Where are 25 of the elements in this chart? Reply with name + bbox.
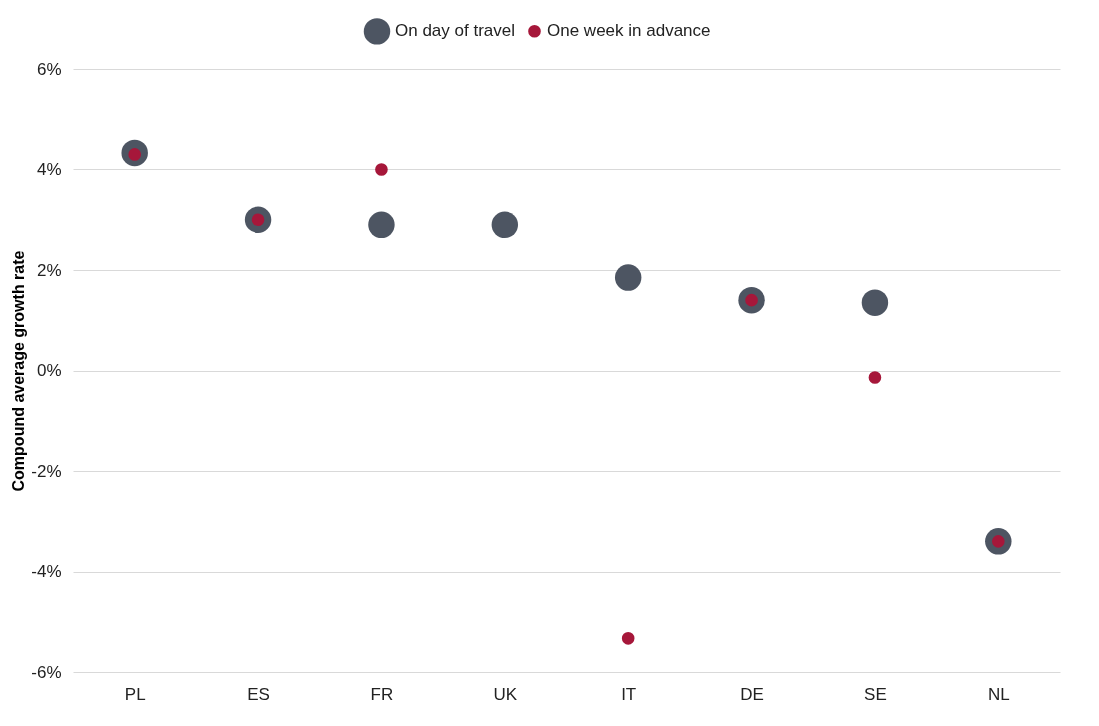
point	[861, 289, 889, 316]
y-tick-label: -4%	[31, 562, 62, 581]
y-tick-label: 6%	[36, 59, 62, 79]
x-tick-label: SE	[864, 684, 887, 704]
y-tick-label: 4%	[36, 160, 62, 179]
point	[621, 632, 635, 645]
point	[368, 211, 395, 238]
x-tick-label: ES	[247, 684, 270, 704]
x-tick-label: FR	[370, 684, 394, 704]
y-axis-title: Compound average growth rate	[10, 250, 28, 492]
x-tick-label: PL	[124, 684, 146, 704]
legend-label: On day of travel	[395, 21, 516, 41]
x-tick-label: NL	[987, 684, 1010, 704]
x-tick-label: UK	[493, 684, 518, 704]
y-tick-label: -2%	[31, 461, 62, 481]
y-tick-label: -6%	[31, 662, 62, 682]
y-tick-label: 0%	[36, 361, 62, 380]
x-tick-label: DE	[740, 684, 764, 704]
point	[375, 163, 388, 176]
point	[868, 371, 882, 384]
point	[491, 211, 519, 238]
y-tick-label: 2%	[36, 260, 62, 280]
point	[614, 264, 642, 291]
x-tick-label: IT	[621, 684, 637, 704]
legend-label: One week in advance	[547, 21, 711, 41]
